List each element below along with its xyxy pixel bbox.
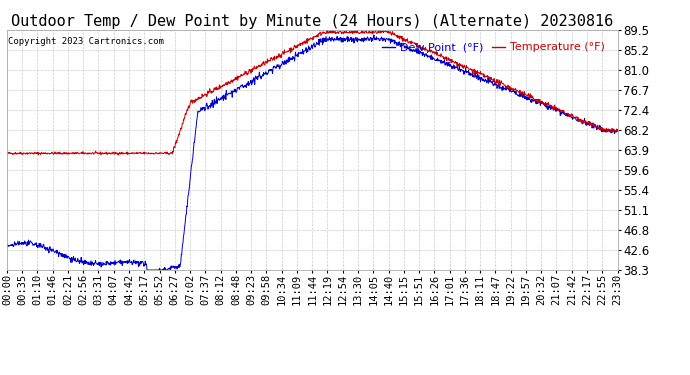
- Dew Point  (°F): [408, 49, 416, 54]
- Legend: Dew Point  (°F), Temperature (°F): Dew Point (°F), Temperature (°F): [377, 38, 609, 57]
- Temperature (°F): [114, 153, 122, 158]
- Temperature (°F): [488, 77, 496, 81]
- Temperature (°F): [139, 151, 147, 155]
- Line: Dew Point  (°F): Dew Point (°F): [7, 35, 618, 270]
- Title: Outdoor Temp / Dew Point by Minute (24 Hours) (Alternate) 20230816: Outdoor Temp / Dew Point by Minute (24 H…: [11, 14, 613, 29]
- Dew Point  (°F): [124, 258, 132, 263]
- Temperature (°F): [408, 39, 416, 44]
- Dew Point  (°F): [207, 104, 215, 108]
- Dew Point  (°F): [143, 268, 151, 272]
- Dew Point  (°F): [3, 243, 11, 248]
- Temperature (°F): [124, 151, 132, 156]
- Temperature (°F): [542, 100, 550, 105]
- Line: Temperature (°F): Temperature (°F): [7, 30, 618, 155]
- Temperature (°F): [613, 128, 622, 132]
- Dew Point  (°F): [370, 33, 378, 37]
- Temperature (°F): [207, 91, 215, 96]
- Dew Point  (°F): [139, 259, 147, 264]
- Temperature (°F): [323, 28, 331, 32]
- Dew Point  (°F): [488, 79, 496, 84]
- Dew Point  (°F): [542, 105, 550, 109]
- Text: Copyright 2023 Cartronics.com: Copyright 2023 Cartronics.com: [8, 37, 164, 46]
- Dew Point  (°F): [613, 129, 622, 133]
- Temperature (°F): [3, 151, 11, 155]
